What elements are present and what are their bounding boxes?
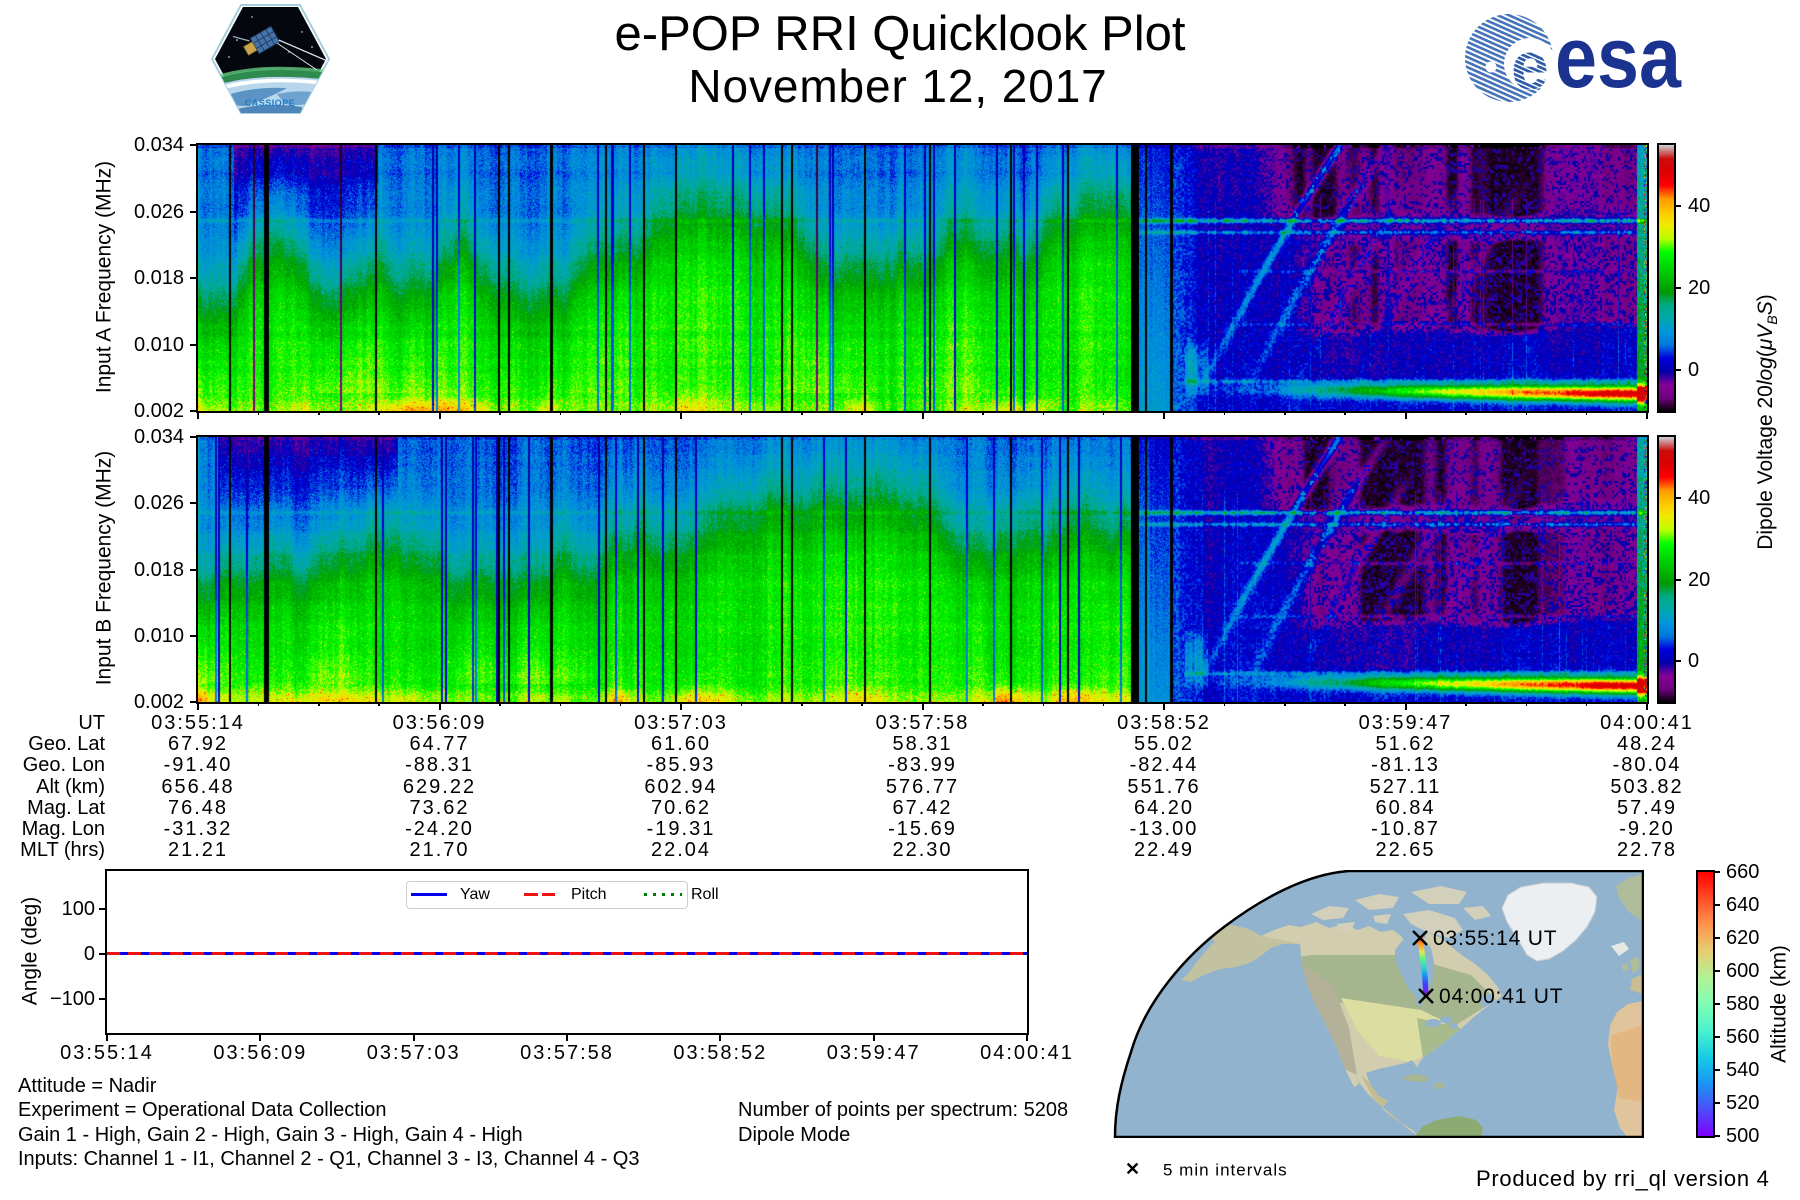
svg-text:e: e [1511, 28, 1549, 104]
svg-text:04:00:41 UT: 04:00:41 UT [1439, 985, 1563, 1008]
svg-text:03:55:14 UT: 03:55:14 UT [1433, 927, 1557, 950]
svg-text:esa: esa [1555, 10, 1682, 106]
svg-text:CASSIOPE: CASSIOPE [245, 98, 296, 108]
